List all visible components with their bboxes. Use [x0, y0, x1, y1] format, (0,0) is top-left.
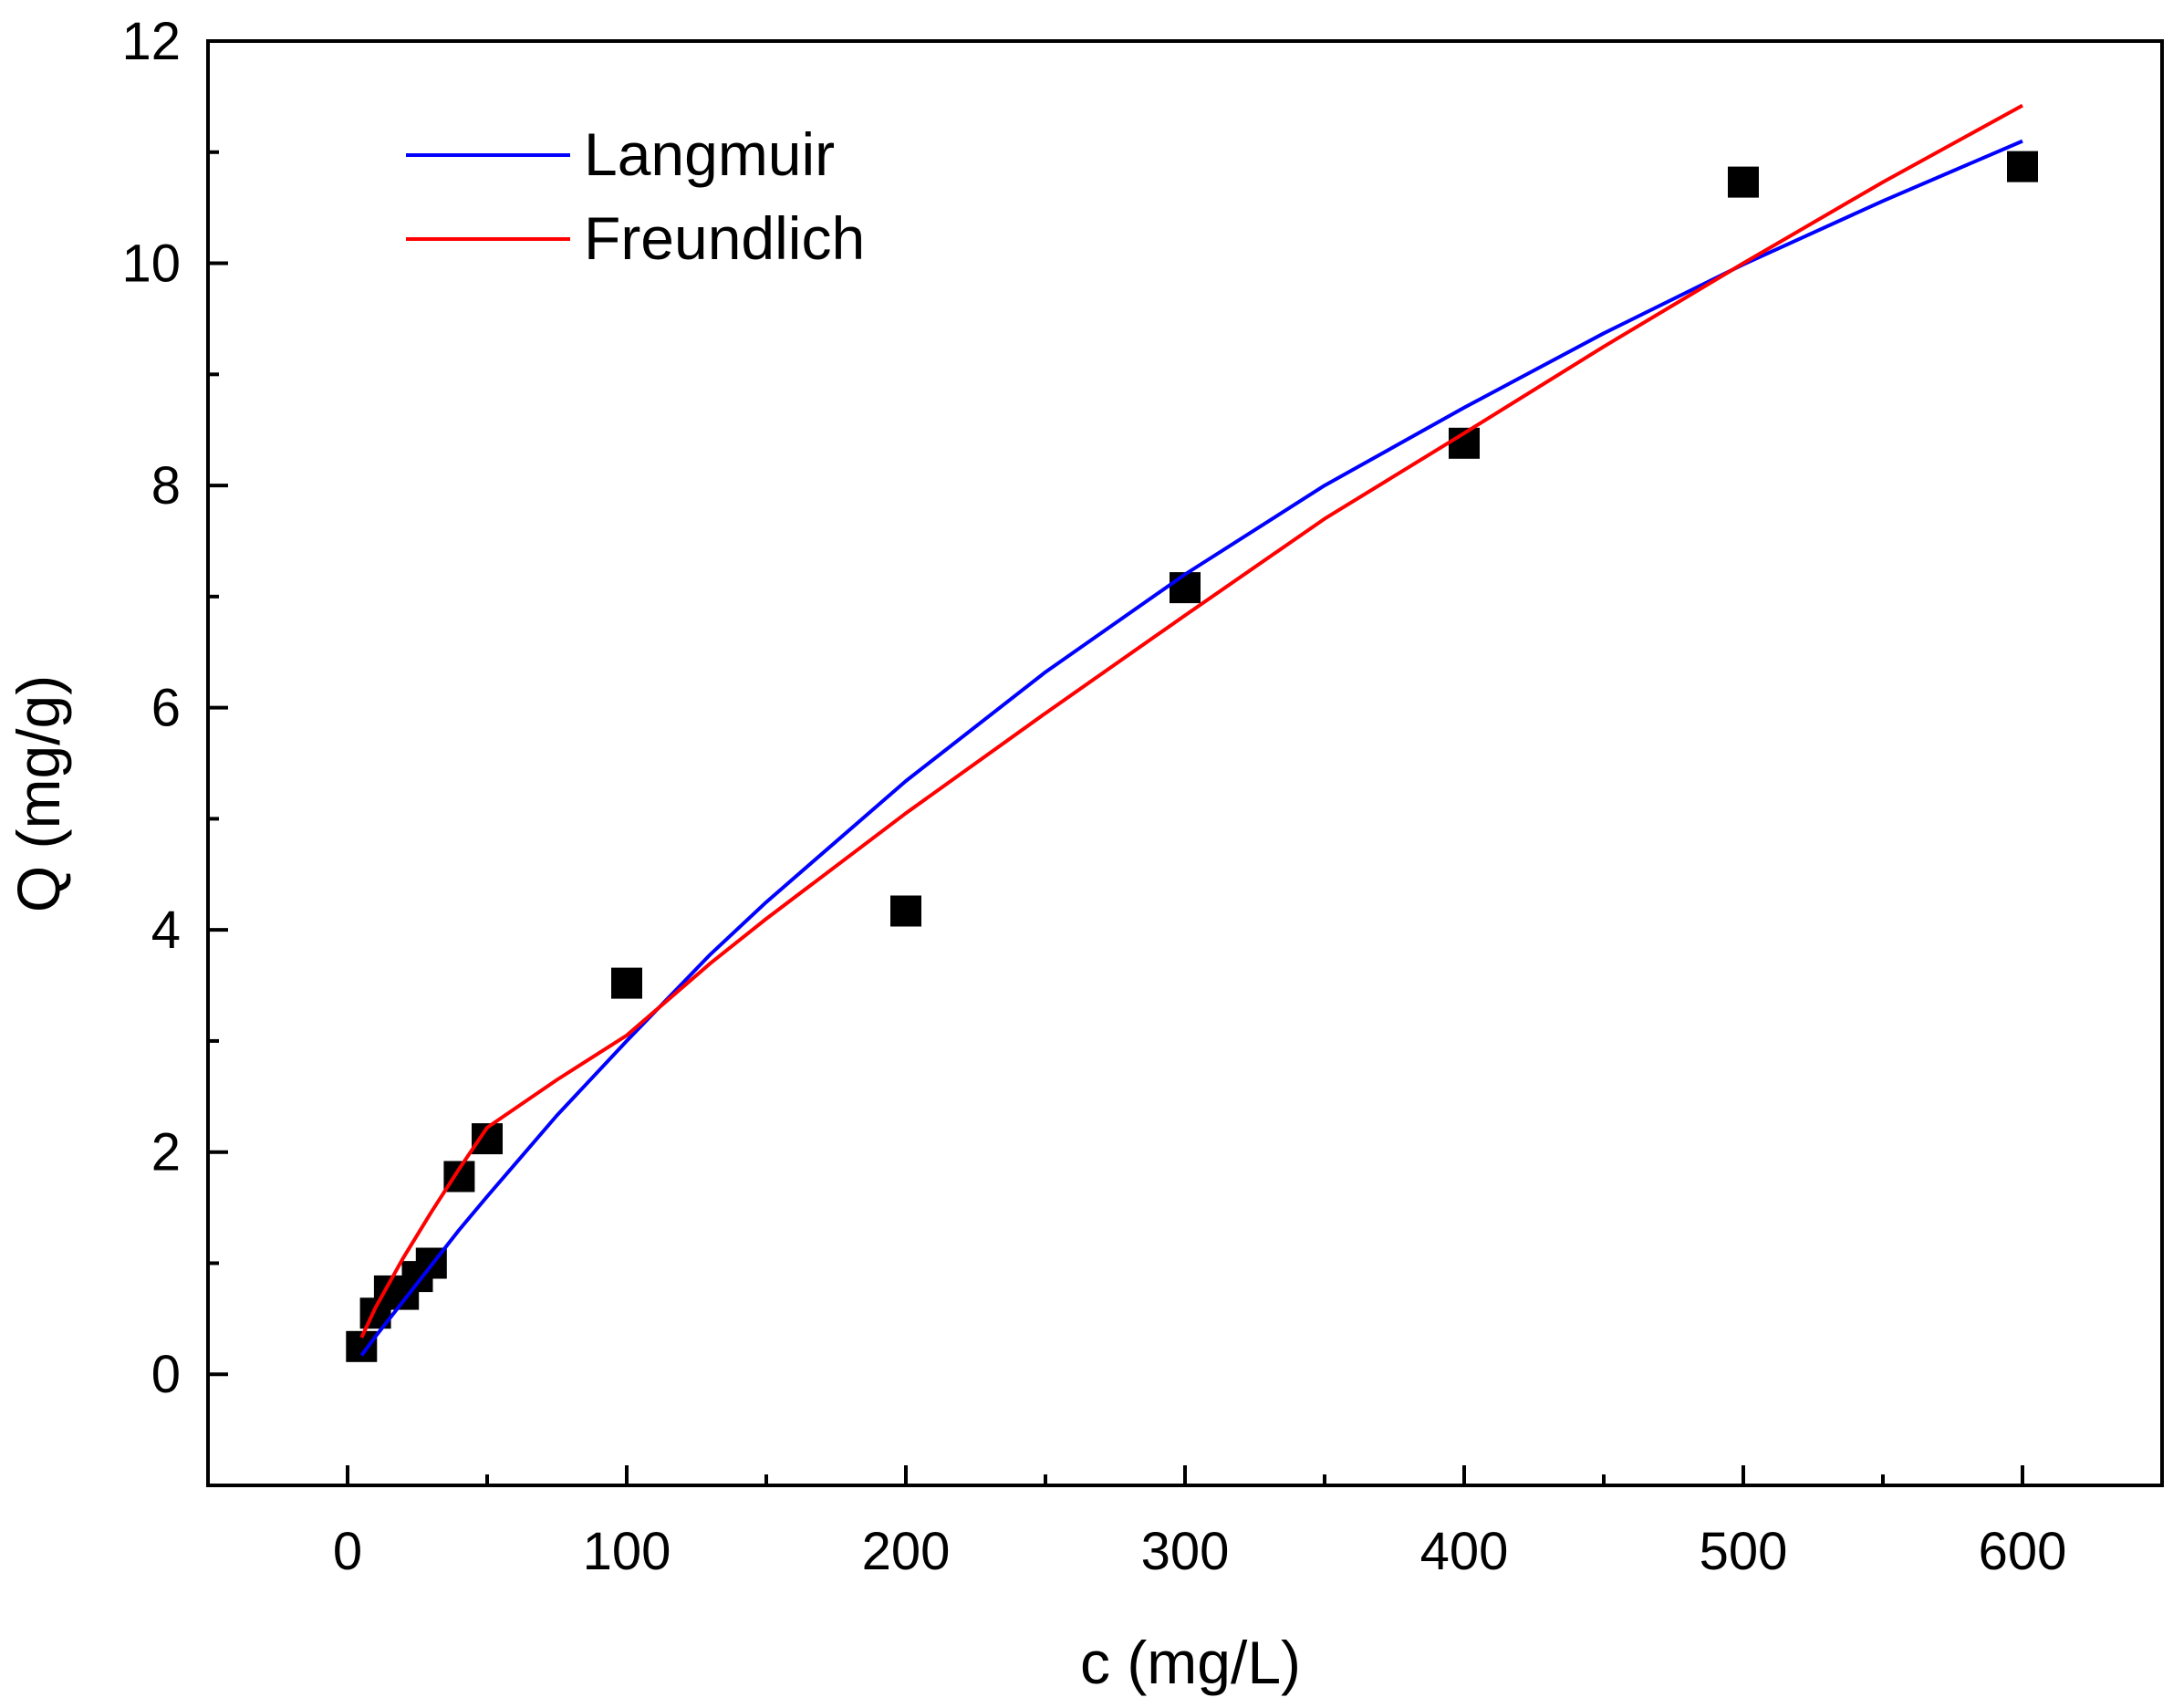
data-point [1728, 166, 1759, 198]
langmuir-curve [359, 139, 2023, 1357]
x-tick-label: 500 [1700, 1522, 1788, 1581]
freundlich-legend-label: Freundlich [584, 204, 865, 272]
y-tick-label: 8 [151, 456, 181, 516]
x-axis-title: c (mg/L) [1080, 1629, 1301, 1696]
y-tick-label: 6 [151, 679, 181, 738]
y-tick-label: 0 [151, 1345, 181, 1404]
x-tick-label: 400 [1420, 1522, 1509, 1581]
y-tick-label: 10 [121, 234, 181, 294]
y-tick-label: 2 [151, 1123, 181, 1182]
data-point [890, 895, 921, 927]
legend: Langmuir Freundlich [406, 120, 865, 272]
data-point [1170, 572, 1201, 604]
x-tick-label: 300 [1141, 1522, 1230, 1581]
plot-border [206, 39, 2164, 1487]
y-tick-label: 12 [121, 12, 181, 71]
data-point [611, 967, 642, 999]
data-point [2007, 151, 2038, 182]
x-tick-label: 200 [862, 1522, 951, 1581]
y-axis-title: Q (mg/g) [5, 675, 72, 912]
x-tick-label: 600 [1979, 1522, 2067, 1581]
freundlich-curve [359, 103, 2023, 1338]
tick-labels: 0 100 200 300 400 500 600 0 2 4 6 8 10 12 [121, 12, 2066, 1581]
axis-ticks [208, 39, 2024, 1485]
langmuir-legend-label: Langmuir [584, 120, 835, 188]
data-series [346, 103, 2038, 1362]
x-tick-label: 0 [333, 1522, 362, 1581]
x-tick-label: 100 [583, 1522, 671, 1581]
y-tick-label: 4 [151, 901, 181, 960]
plot-frame [206, 39, 2164, 1487]
